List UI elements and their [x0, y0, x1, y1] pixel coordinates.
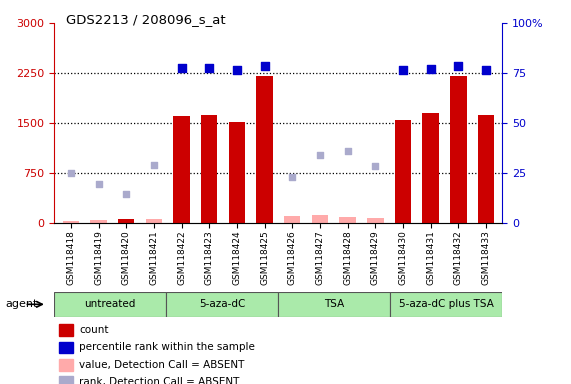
- Point: [232, 67, 242, 73]
- Text: percentile rank within the sample: percentile rank within the sample: [79, 343, 255, 353]
- Bar: [339, 217, 356, 223]
- Bar: [118, 219, 135, 223]
- Point: [343, 148, 352, 154]
- Point: [204, 65, 214, 71]
- Bar: [54, 292, 166, 317]
- Point: [288, 174, 297, 180]
- Bar: [312, 215, 328, 223]
- Text: 5-aza-dC: 5-aza-dC: [199, 299, 246, 310]
- Point: [371, 163, 380, 169]
- Bar: [228, 122, 245, 223]
- Text: value, Detection Call = ABSENT: value, Detection Call = ABSENT: [79, 360, 244, 370]
- Bar: [59, 342, 73, 353]
- Point: [122, 191, 131, 197]
- Bar: [59, 359, 73, 371]
- Bar: [256, 76, 273, 223]
- Bar: [284, 216, 300, 223]
- Bar: [201, 115, 218, 223]
- Point: [426, 66, 435, 72]
- Point: [453, 63, 463, 69]
- Text: agent: agent: [6, 299, 38, 310]
- Bar: [422, 113, 439, 223]
- Point: [94, 181, 103, 187]
- Bar: [90, 220, 107, 223]
- Bar: [59, 376, 73, 384]
- Text: TSA: TSA: [324, 299, 344, 310]
- Bar: [59, 324, 73, 336]
- Bar: [279, 292, 391, 317]
- Point: [481, 66, 490, 73]
- Bar: [63, 221, 79, 223]
- Bar: [173, 116, 190, 223]
- Point: [66, 170, 75, 176]
- Point: [149, 162, 158, 168]
- Point: [177, 65, 186, 71]
- Bar: [146, 219, 162, 223]
- Text: 5-aza-dC plus TSA: 5-aza-dC plus TSA: [399, 299, 494, 310]
- Bar: [477, 115, 494, 223]
- Point: [315, 152, 324, 158]
- Text: count: count: [79, 325, 108, 335]
- Bar: [367, 218, 384, 223]
- Text: untreated: untreated: [85, 299, 136, 310]
- Bar: [391, 292, 502, 317]
- Bar: [166, 292, 279, 317]
- Point: [399, 66, 408, 73]
- Text: GDS2213 / 208096_s_at: GDS2213 / 208096_s_at: [66, 13, 226, 26]
- Text: rank, Detection Call = ABSENT: rank, Detection Call = ABSENT: [79, 377, 239, 384]
- Bar: [450, 76, 467, 223]
- Bar: [395, 119, 411, 223]
- Point: [260, 63, 269, 69]
